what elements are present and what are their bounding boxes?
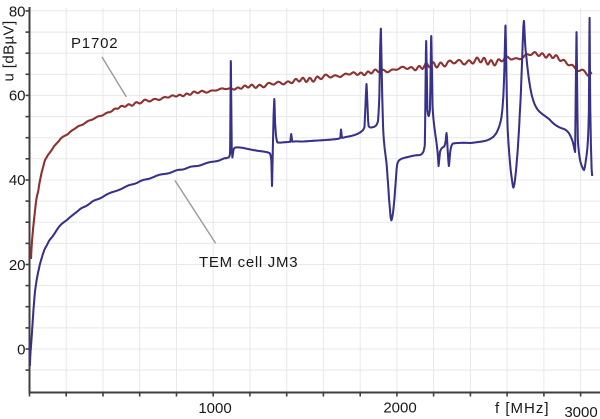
- svg-text:3000: 3000: [564, 404, 597, 419]
- svg-text:40: 40: [9, 172, 26, 189]
- svg-text:1000: 1000: [198, 400, 231, 417]
- svg-text:P1702: P1702: [71, 35, 118, 52]
- svg-text:20: 20: [9, 257, 26, 274]
- svg-text:2000: 2000: [383, 400, 416, 417]
- svg-text:TEM cell JM3: TEM cell JM3: [199, 254, 298, 271]
- svg-text:f [MHz]: f [MHz]: [495, 400, 550, 417]
- svg-text:80: 80: [9, 3, 26, 20]
- svg-text:60: 60: [9, 88, 26, 105]
- svg-text:u [dBµV]: u [dBµV]: [1, 20, 18, 81]
- svg-text:0: 0: [17, 341, 25, 358]
